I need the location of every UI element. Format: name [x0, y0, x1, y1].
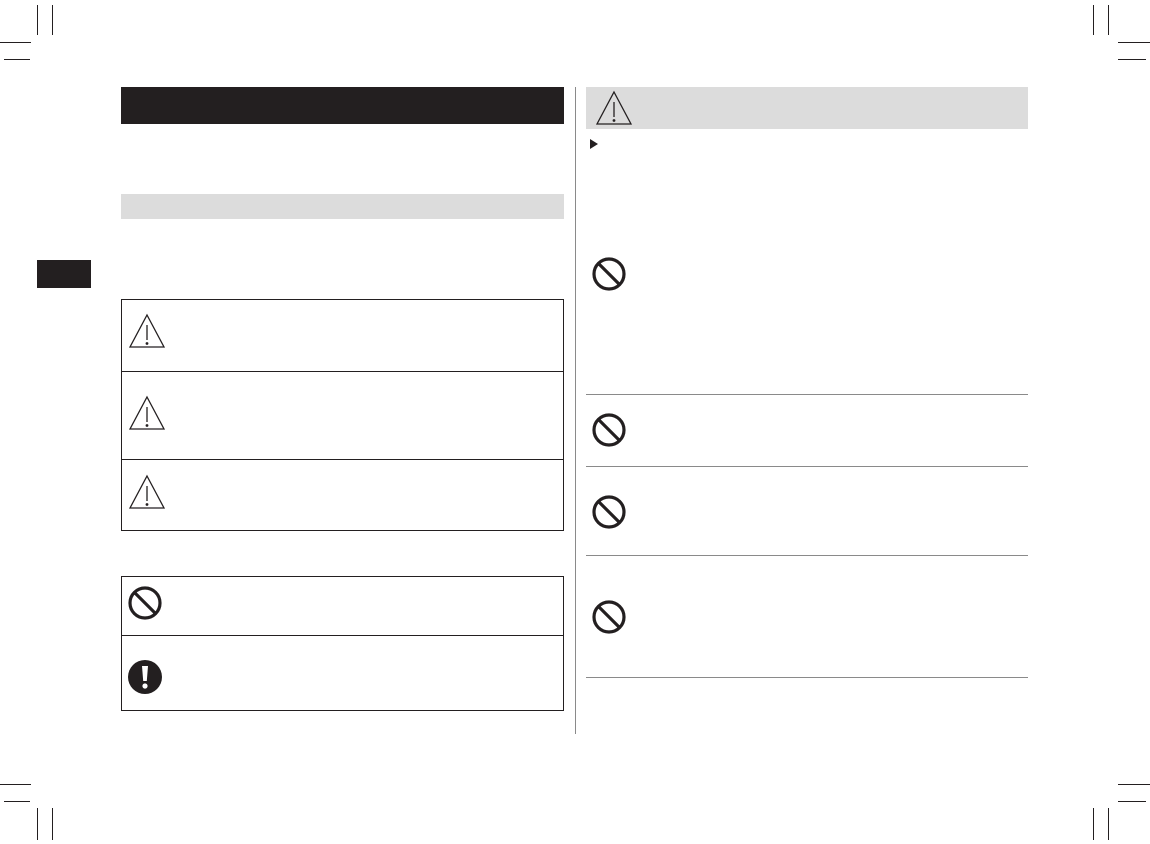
- divider: [121, 459, 564, 460]
- crop-mark: [0, 42, 31, 43]
- crop-mark: [52, 5, 53, 35]
- crop-mark: [1093, 5, 1094, 35]
- warning-triangle-icon: [595, 90, 633, 126]
- crop-mark: [37, 808, 38, 840]
- exclamation-icon: [127, 659, 163, 695]
- warning-triangle-icon: [128, 474, 166, 510]
- crop-mark: [1108, 808, 1109, 840]
- divider: [586, 555, 1028, 556]
- crop-mark: [37, 5, 38, 35]
- crop-mark: [52, 808, 53, 840]
- warning-header-bar: [586, 87, 1028, 129]
- prohibited-icon: [591, 256, 627, 292]
- divider: [586, 466, 1028, 467]
- crop-mark: [4, 59, 30, 60]
- subsection-bar: [121, 194, 564, 219]
- hazard-levels-table: [121, 299, 564, 531]
- column-divider: [575, 87, 576, 734]
- divider: [586, 677, 1028, 678]
- prohibited-icon: [591, 412, 627, 448]
- section-title-bar: [121, 87, 564, 124]
- crop-mark: [1118, 42, 1150, 43]
- triangle-bullet-icon: [590, 139, 598, 149]
- crop-mark: [1118, 801, 1146, 802]
- prohibited-icon: [591, 599, 627, 635]
- crop-mark: [1093, 808, 1094, 840]
- warning-triangle-icon: [128, 313, 166, 349]
- crop-mark: [1118, 784, 1150, 785]
- crop-mark: [1118, 59, 1146, 60]
- divider: [121, 635, 564, 636]
- symbols-table: [121, 576, 564, 711]
- prohibited-icon: [591, 494, 627, 530]
- divider: [586, 394, 1028, 395]
- crop-mark: [4, 801, 30, 802]
- divider: [121, 371, 564, 372]
- chapter-tab: [37, 260, 91, 288]
- prohibited-icon: [127, 585, 163, 621]
- warning-triangle-icon: [128, 395, 166, 431]
- crop-mark: [1108, 5, 1109, 35]
- crop-mark: [0, 784, 31, 785]
